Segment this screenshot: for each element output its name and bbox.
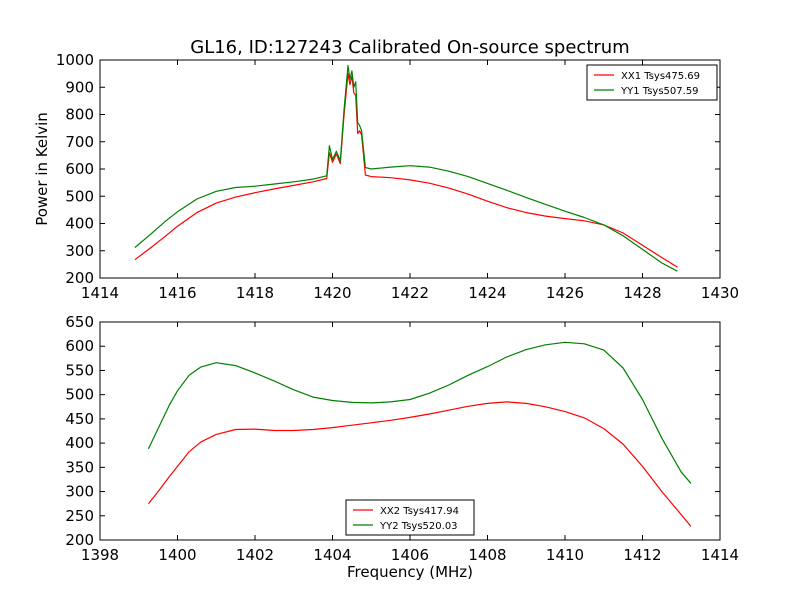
y-tick-label: 550	[65, 361, 94, 379]
legend-label: YY1 Tsys507.59	[620, 86, 699, 97]
y-tick-label: 300	[65, 242, 94, 260]
y-tick-label: 200	[65, 531, 94, 549]
y-tick-label: 1000	[56, 51, 94, 69]
y-tick-label: 650	[65, 313, 94, 331]
legend-box	[345, 499, 475, 536]
series-line-xx2	[147, 401, 692, 527]
bottom-panel: 1398 1400 1402 1404 1406 1408 1410 1412 1414 200 2…	[65, 313, 739, 581]
y-tick-label: 350	[65, 458, 94, 476]
y-tick-label: 300	[65, 483, 94, 501]
x-tick-label: 1430	[701, 284, 739, 302]
x-tick-label: 1414	[701, 546, 739, 564]
x-tick-label: 1424	[468, 284, 506, 302]
y-tick-label: 900	[65, 78, 94, 96]
y-tick-label: 500	[65, 386, 94, 404]
top-panel: 1414 1416 1418 1420 1422 1424 1426 1428 1430 200 3…	[33, 51, 739, 302]
x-tick-label: 1404	[313, 546, 351, 564]
chart-title: GL16, ID:127243 Calibrated On-source spe…	[190, 37, 629, 58]
y-tick-label: 400	[65, 215, 94, 233]
series-line-xx1	[134, 72, 678, 268]
x-tick-label: 1420	[313, 284, 351, 302]
x-tick-label: 1418	[236, 284, 274, 302]
x-tick-label: 1402	[236, 546, 274, 564]
legend-label: XX2 Tsys417.94	[380, 506, 459, 517]
x-tick-label: 1426	[546, 284, 584, 302]
y-tick-label: 500	[65, 187, 94, 205]
y-tick-label: 700	[65, 133, 94, 151]
y-tick-label: 800	[65, 106, 94, 124]
x-tick-label: 1408	[468, 546, 506, 564]
x-tick-label: 1398	[81, 546, 119, 564]
legend: XX1 Tsys475.69 YY1 Tsys507.59	[586, 64, 718, 101]
legend: XX2 Tsys417.94 YY2 Tsys520.03	[345, 499, 475, 536]
y-tick-label: 200	[65, 269, 94, 287]
y-tick-label: 600	[65, 337, 94, 355]
x-tick-label: 1406	[391, 546, 429, 564]
y-tick-label: 250	[65, 507, 94, 525]
legend-box	[586, 64, 718, 101]
series-line-yy1	[134, 64, 678, 272]
y-axis-label: Power in Kelvin	[33, 112, 51, 226]
x-tick-label: 1416	[158, 284, 196, 302]
y-tick-label: 400	[65, 434, 94, 452]
x-tick-label: 1422	[391, 284, 429, 302]
x-tick-label: 1412	[623, 546, 661, 564]
series-line-yy2	[147, 341, 692, 484]
x-tick-label: 1410	[546, 546, 584, 564]
y-tick-label: 600	[65, 160, 94, 178]
x-axis-label: Frequency (MHz)	[347, 563, 473, 581]
x-tick-label: 1400	[158, 546, 196, 564]
legend-label: XX1 Tsys475.69	[621, 71, 700, 82]
legend-label: YY2 Tsys520.03	[379, 521, 458, 532]
y-tick-label: 450	[65, 410, 94, 428]
x-tick-label: 1414	[81, 284, 119, 302]
x-tick-label: 1428	[623, 284, 661, 302]
